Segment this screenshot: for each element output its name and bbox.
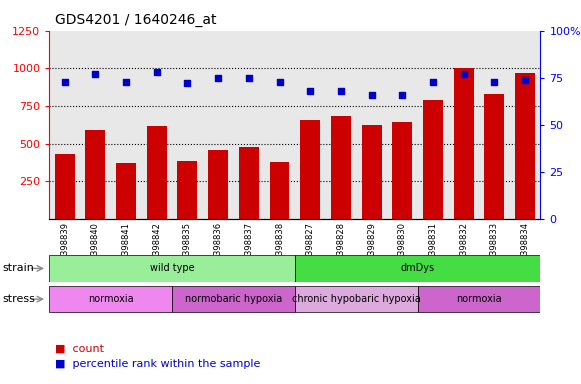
Text: ■  percentile rank within the sample: ■ percentile rank within the sample — [55, 359, 260, 369]
Bar — [239, 147, 259, 219]
Text: ■  count: ■ count — [55, 343, 104, 353]
Text: normobaric hypoxia: normobaric hypoxia — [185, 294, 282, 304]
Point — [367, 92, 376, 98]
Bar — [55, 154, 75, 219]
Text: chronic hypobaric hypoxia: chronic hypobaric hypoxia — [292, 294, 421, 304]
Text: normoxia: normoxia — [88, 294, 134, 304]
Text: GDS4201 / 1640246_at: GDS4201 / 1640246_at — [55, 13, 217, 27]
Bar — [454, 68, 474, 219]
Text: strain: strain — [3, 263, 35, 273]
Bar — [331, 116, 351, 219]
Point — [244, 74, 253, 81]
Bar — [361, 125, 382, 219]
Bar — [177, 161, 198, 219]
Bar — [515, 73, 535, 219]
Point — [91, 71, 100, 77]
Point — [397, 92, 407, 98]
Point — [336, 88, 346, 94]
Bar — [300, 120, 320, 219]
Point — [428, 78, 437, 84]
Bar — [85, 130, 105, 219]
Point — [275, 78, 284, 84]
Point — [490, 78, 499, 84]
Point — [121, 78, 131, 84]
Bar — [270, 162, 289, 219]
Text: wild type: wild type — [150, 263, 195, 273]
Bar — [116, 163, 136, 219]
Text: dmDys: dmDys — [400, 263, 435, 273]
Text: normoxia: normoxia — [456, 294, 502, 304]
Text: stress: stress — [3, 294, 36, 304]
Bar — [49, 286, 172, 313]
Point — [213, 74, 223, 81]
Bar — [208, 151, 228, 219]
Point — [183, 80, 192, 86]
Point — [306, 88, 315, 94]
Bar — [147, 126, 167, 219]
Point — [152, 69, 162, 75]
Bar — [485, 94, 504, 219]
Point — [60, 78, 69, 84]
Bar — [423, 100, 443, 219]
Bar — [418, 286, 540, 313]
Bar — [49, 255, 295, 282]
Point — [459, 71, 468, 77]
Bar — [295, 255, 540, 282]
Bar — [295, 286, 418, 313]
Bar — [392, 122, 413, 219]
Point — [521, 76, 530, 83]
Bar — [172, 286, 295, 313]
